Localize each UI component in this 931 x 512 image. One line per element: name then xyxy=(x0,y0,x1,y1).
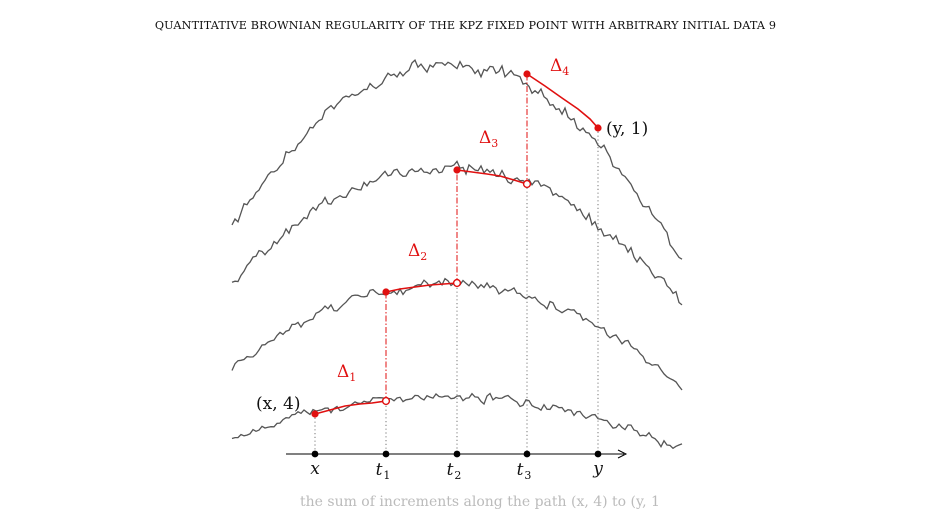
tick-label-y: y xyxy=(592,459,603,479)
tick-dot-y xyxy=(594,450,602,458)
tick-dot-t1 xyxy=(382,450,390,458)
filled-points xyxy=(311,70,602,418)
label-delta-2: Δ2 xyxy=(408,241,427,263)
caption-partial: the sum of increments along the path (x,… xyxy=(300,490,660,512)
point-t2-lower xyxy=(452,278,462,288)
label-delta-4: Δ4 xyxy=(550,56,569,78)
segment-delta-1 xyxy=(314,400,387,415)
point-end xyxy=(594,124,602,132)
time-axis xyxy=(286,449,628,459)
segment-delta-3 xyxy=(456,169,528,185)
increment-segments xyxy=(314,73,599,415)
tick-label-t2: t2 xyxy=(447,460,462,482)
tick-label-t1: t1 xyxy=(376,460,391,482)
tick-dot-t2 xyxy=(453,450,461,458)
point-t2-upper xyxy=(453,166,461,174)
segment-delta-4 xyxy=(526,73,599,129)
label-end-point: (y, 1) xyxy=(606,119,648,139)
point-t3-upper xyxy=(523,70,531,78)
axis-tick-labels: x t1 t2 t3 y xyxy=(310,459,603,482)
label-delta-3: Δ3 xyxy=(479,128,498,150)
tick-dot-t3 xyxy=(523,450,531,458)
page-number: 9 xyxy=(768,19,777,32)
vertical-guides xyxy=(314,128,599,454)
caption-text: the sum of increments along the path (x,… xyxy=(300,494,660,510)
label-delta-1: Δ1 xyxy=(337,362,356,384)
jump-connectors xyxy=(385,74,528,402)
tick-label-x: x xyxy=(310,459,320,479)
point-t1-lower xyxy=(381,396,391,406)
curve-level-1 xyxy=(231,392,683,450)
open-points xyxy=(381,179,532,406)
running-header: QUANTITATIVE BROWNIAN REGULARITY OF THE … xyxy=(0,19,931,32)
delta-labels: Δ1 Δ2 Δ3 Δ4 xyxy=(337,56,569,384)
point-t1-upper xyxy=(382,288,390,296)
tick-dot-x xyxy=(311,450,319,458)
label-start-point: (x, 4) xyxy=(256,394,300,414)
point-t3-lower xyxy=(522,179,532,189)
running-title: QUANTITATIVE BROWNIAN REGULARITY OF THE … xyxy=(154,19,766,32)
tick-label-t3: t3 xyxy=(517,460,532,482)
curve-level-4 xyxy=(231,58,683,260)
axis-arrow-icon xyxy=(617,449,628,459)
curve-level-3 xyxy=(231,160,683,306)
point-start xyxy=(311,410,319,418)
segment-delta-2 xyxy=(385,282,458,293)
